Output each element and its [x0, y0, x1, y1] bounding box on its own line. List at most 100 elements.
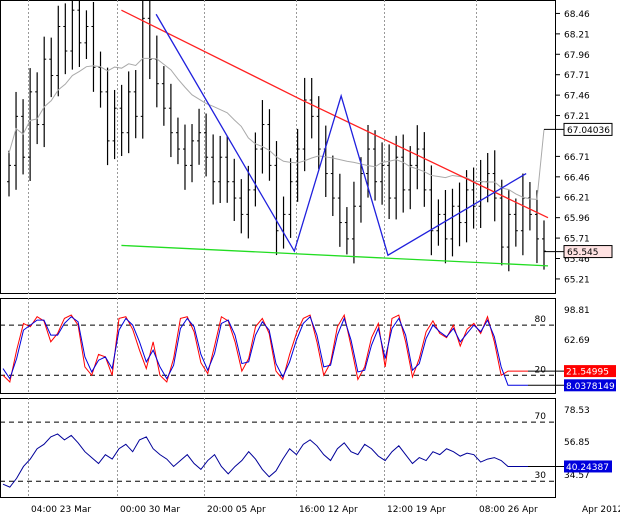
price-bar [7, 150, 11, 197]
stochastic-line-d [2, 315, 528, 386]
rsi-tag-box [564, 460, 612, 473]
price-bar [204, 113, 209, 177]
price-bar [133, 70, 138, 139]
moving-average-tag-label: 67.04036 [567, 126, 610, 136]
trendline-resistance [121, 9, 549, 219]
price-bar [175, 117, 180, 165]
price-axis-tick-label: 65.71 [564, 235, 590, 245]
price-bar [253, 132, 258, 207]
price-bar [84, 10, 89, 60]
price-bar [98, 51, 103, 108]
price-bar [429, 165, 434, 256]
price-bar [288, 158, 293, 238]
rsi-panel: 78.53 56.85 34.57 70 30 40.24387 [0, 406, 612, 488]
price-axis-tick-label: 66.46 [564, 173, 590, 183]
price-bar [422, 132, 427, 207]
price-bar [42, 36, 47, 148]
time-axis-label: 12:00 19 Apr [387, 505, 446, 515]
price-panel-frame [0, 0, 556, 294]
last-price-tag-box [563, 245, 613, 259]
price-bar [464, 170, 469, 243]
price-axis-tick-label: 65.96 [564, 214, 590, 224]
stochastic-panel-frame [0, 298, 556, 394]
price-bar [260, 100, 265, 174]
stochastic-d-tag-label: 8.0378149 [566, 382, 615, 392]
time-axis-label: 00:00 30 Mar [120, 505, 180, 515]
price-bar [119, 84, 124, 157]
price-bar [408, 146, 413, 210]
price-bar [534, 190, 539, 264]
price-panel: 68.46 68.21 67.96 67.71 67.46 67.21 66.71 66.46… [7, 0, 613, 285]
price-bar [401, 134, 406, 213]
price-bar [218, 135, 223, 203]
rsi-axis-tick-label: 56.85 [564, 438, 590, 448]
price-bar [28, 68, 33, 181]
rsi-line [2, 433, 528, 488]
price-bar [14, 91, 19, 190]
price-bar [337, 173, 342, 247]
stochastic-k-tag-box [564, 365, 616, 378]
moving-average-tag-box [563, 122, 613, 136]
price-bar [380, 142, 385, 205]
stochastic-line-k [2, 313, 528, 383]
time-axis-label: 20:00 05 Apr [207, 505, 266, 515]
price-bar [513, 198, 518, 247]
price-bar [246, 165, 251, 239]
rsi-panel-frame [0, 398, 556, 498]
rsi-level-label: 30 [535, 471, 547, 481]
price-bar [161, 66, 166, 126]
time-axis: 04:00 23 Mar 00:00 30 Mar 20:00 05 Apr 16:0… [31, 505, 620, 515]
price-bar [330, 155, 335, 217]
price-bar [499, 179, 504, 266]
moving-average-line [8, 57, 545, 200]
price-axis-tick-label: 67.21 [564, 112, 590, 122]
price-bar [302, 77, 307, 172]
price-axis-tick-label: 65.46 [564, 255, 590, 265]
time-axis-label: Apr 2012 [582, 505, 620, 515]
price-bar [358, 157, 363, 223]
rsi-axis-tick-label: 78.53 [564, 406, 590, 416]
stochastic-level-label: 20 [535, 365, 547, 375]
price-bar [239, 179, 244, 234]
price-bar [21, 99, 26, 175]
price-bar [387, 144, 392, 220]
price-axis-tick-label: 65.21 [564, 275, 590, 285]
price-axis-tick-label: 66.71 [564, 153, 590, 163]
price-bar [225, 136, 230, 203]
last-price-tag-label: 65.545 [567, 248, 599, 258]
price-bar [492, 150, 497, 222]
price-bar [182, 124, 187, 190]
price-axis-tick-label: 67.46 [564, 92, 590, 102]
rsi-tag-label: 40.24387 [566, 463, 609, 473]
time-axis-label: 16:00 12 Apr [299, 505, 358, 515]
panel-frames [0, 0, 556, 498]
price-bar [49, 37, 54, 98]
price-bar [309, 78, 314, 139]
price-bar [344, 207, 349, 255]
rsi-level-label: 70 [535, 412, 547, 422]
price-axis-tick-label: 67.71 [564, 71, 590, 81]
price-bar [373, 130, 378, 201]
price-bar [105, 67, 110, 166]
price-bar [197, 108, 202, 165]
time-axis-label: 04:00 23 Mar [31, 505, 91, 515]
price-bar [351, 181, 356, 264]
price-bar [450, 188, 455, 257]
stochastic-panel: 98.81 62.69 80 20 21.54995 8.0378149 [0, 306, 616, 392]
stochastic-level-label: 80 [535, 315, 547, 325]
price-bar [126, 71, 131, 154]
price-bar [295, 128, 300, 202]
stochastic-d-tag-box [564, 379, 616, 392]
rsi-axis-tick-label: 34.57 [564, 471, 590, 481]
price-bar [168, 83, 173, 158]
price-bar [112, 89, 117, 160]
price-axis-tick-label: 67.96 [564, 51, 590, 61]
price-bar [211, 134, 216, 205]
price-bar [394, 135, 399, 220]
price-bar [232, 158, 237, 221]
price-bar [35, 72, 40, 145]
stochastic-axis-tick-label: 62.69 [564, 336, 590, 346]
